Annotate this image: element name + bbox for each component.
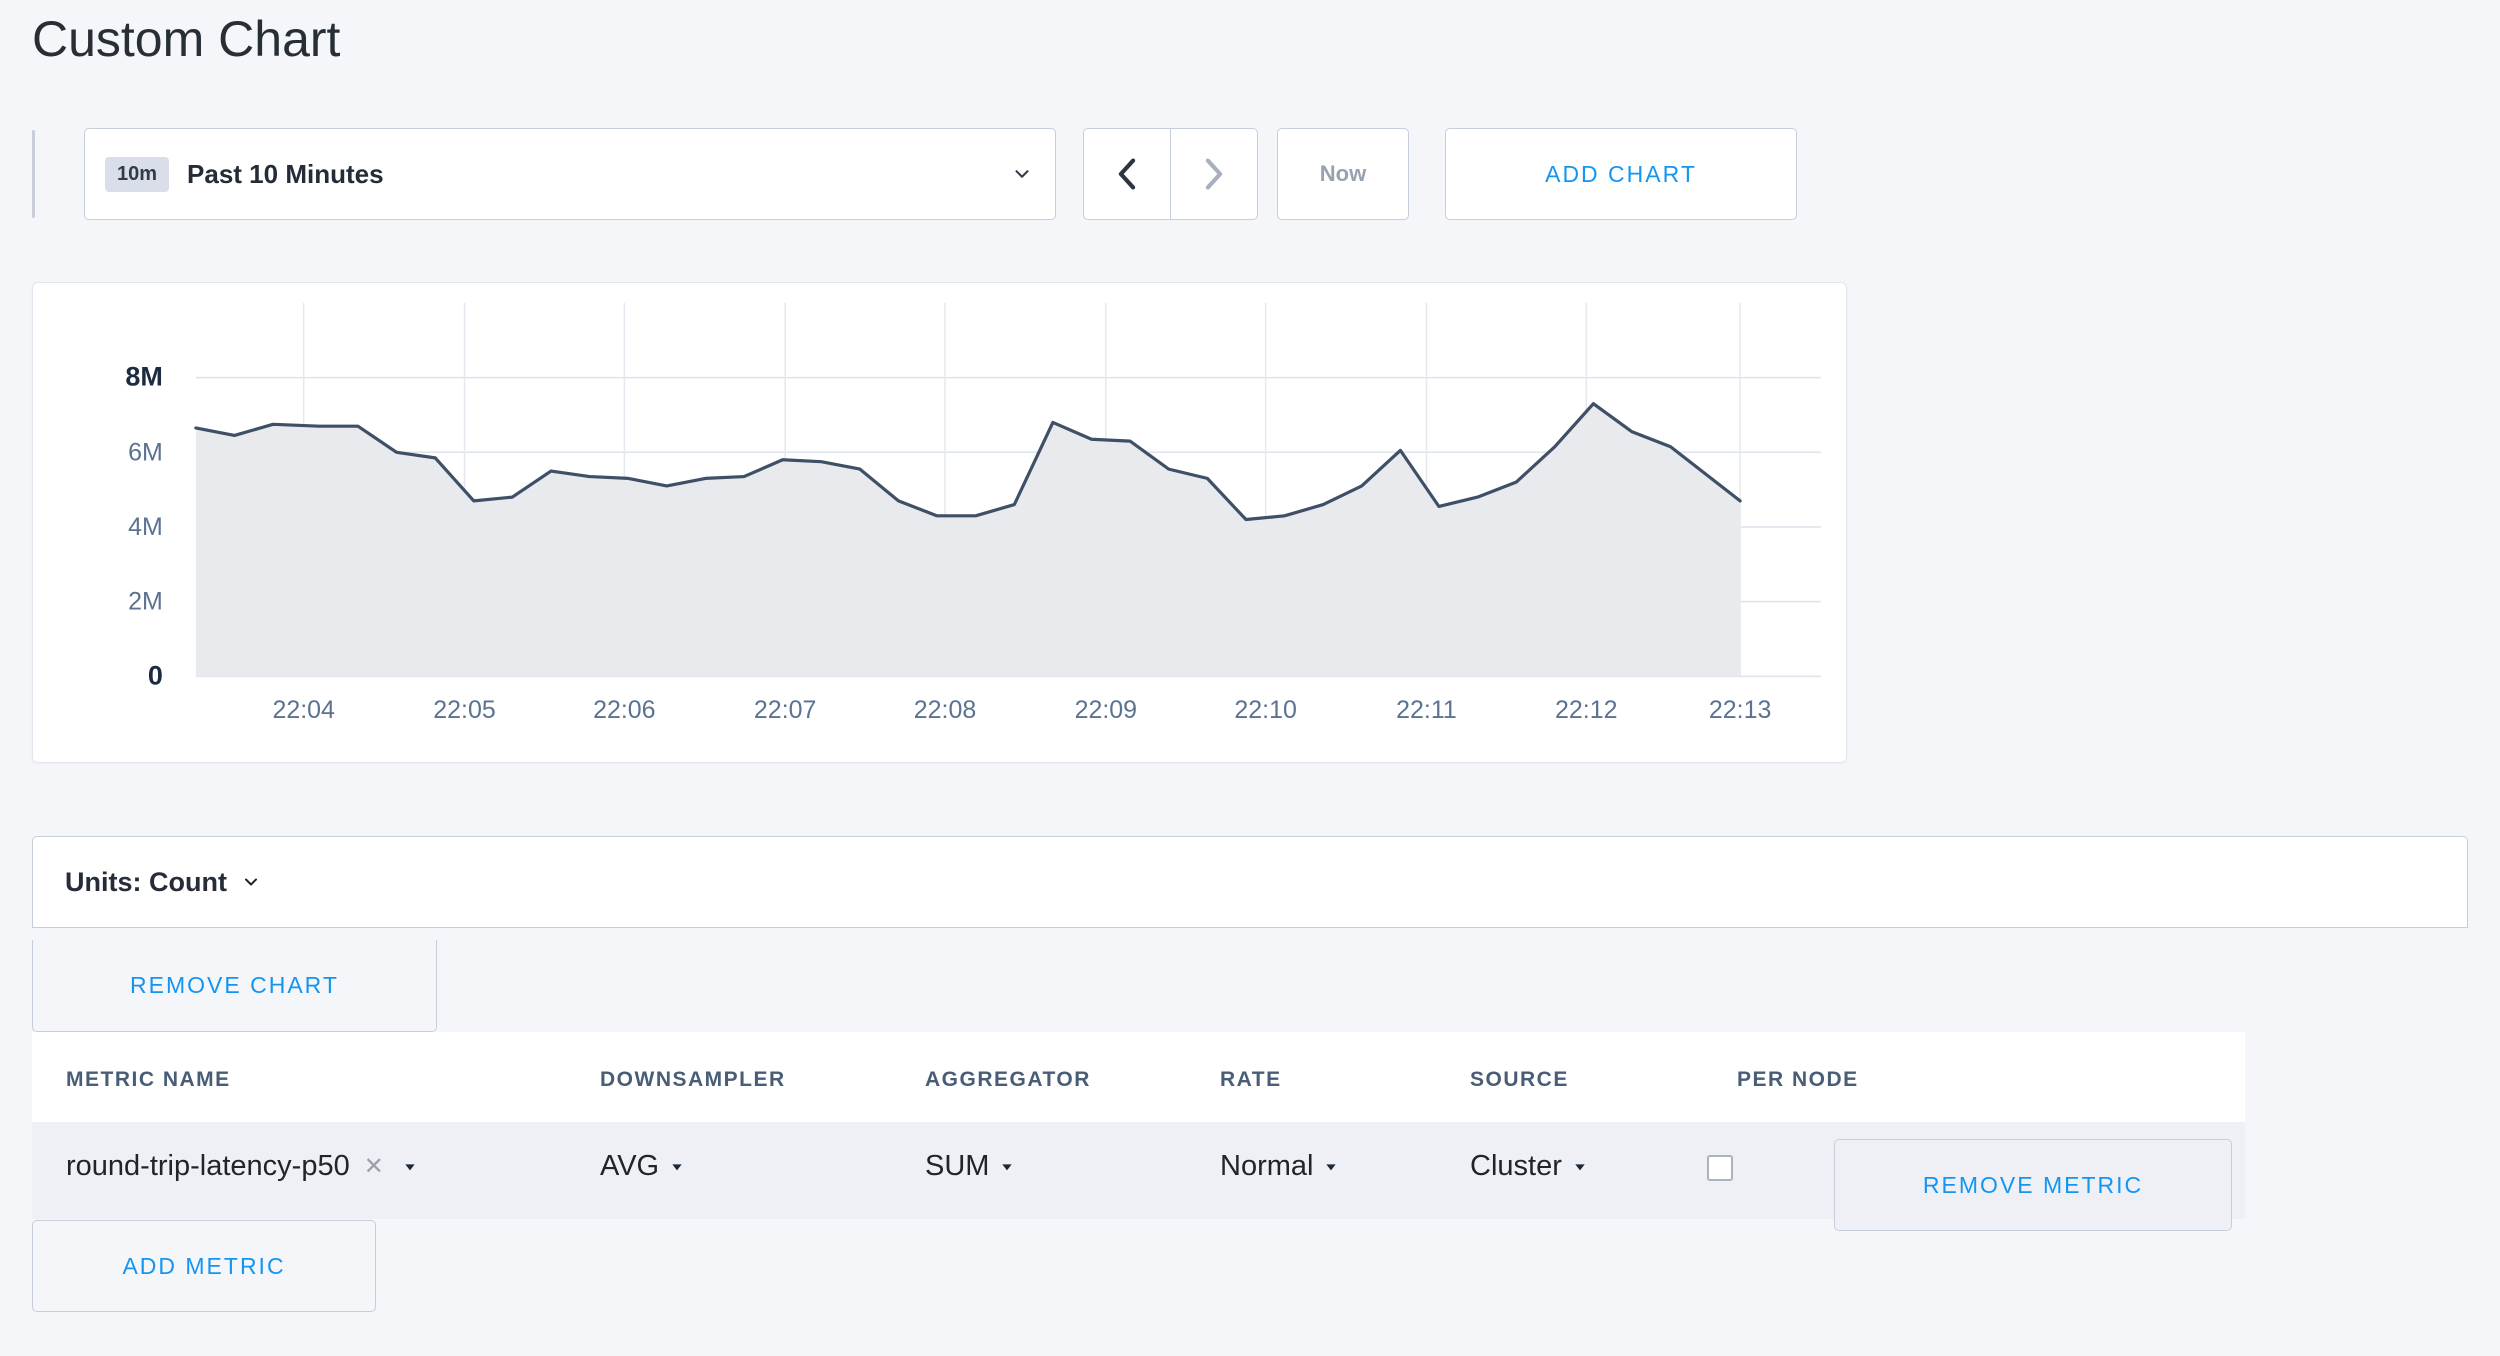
svg-text:22:07: 22:07 <box>754 696 816 724</box>
svg-text:22:12: 22:12 <box>1555 696 1617 724</box>
svg-text:22:09: 22:09 <box>1075 696 1137 724</box>
svg-text:0: 0 <box>148 660 163 690</box>
svg-text:22:13: 22:13 <box>1709 696 1771 724</box>
svg-text:2M: 2M <box>128 588 163 616</box>
svg-text:6M: 6M <box>128 438 163 466</box>
svg-text:22:06: 22:06 <box>593 696 655 724</box>
svg-text:4M: 4M <box>128 513 163 541</box>
svg-text:8M: 8M <box>125 362 162 392</box>
svg-text:22:04: 22:04 <box>272 696 335 724</box>
svg-text:22:08: 22:08 <box>914 696 976 724</box>
svg-text:22:11: 22:11 <box>1396 696 1457 724</box>
svg-text:22:05: 22:05 <box>433 696 495 724</box>
svg-text:22:10: 22:10 <box>1234 696 1296 724</box>
